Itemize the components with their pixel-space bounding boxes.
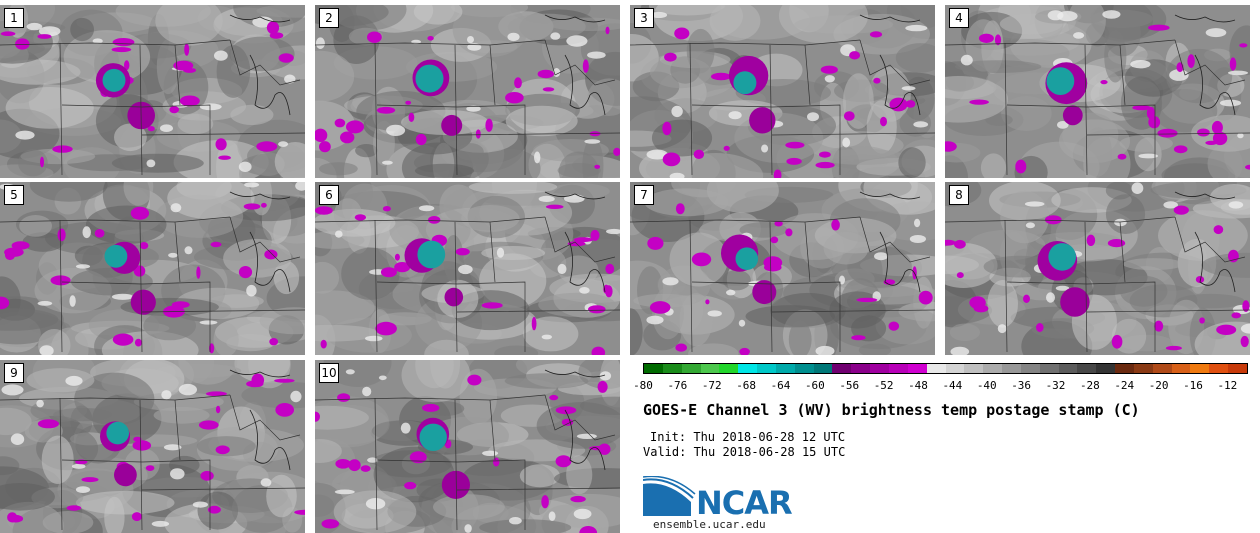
colorbar-swatch (1209, 364, 1229, 373)
panel-number-label: 1 (4, 8, 24, 28)
map-panel-9: 9 (0, 360, 305, 533)
colorbar-swatch (1133, 364, 1153, 373)
colorbar-tick-label: -12 (1217, 379, 1238, 392)
map-panel-3: 3 (630, 5, 935, 178)
colorbar-swatch (888, 364, 908, 373)
colorbar-tick-label: -40 (976, 379, 997, 392)
colorbar-tick-label: -36 (1011, 379, 1032, 392)
colorbar-swatch (926, 364, 946, 373)
colorbar-tick-label: -16 (1183, 379, 1203, 392)
init-time: Init: Thu 2018-06-28 12 UTC (650, 430, 846, 444)
panel-number-label: 2 (319, 8, 339, 28)
colorbar-tick-label: -76 (667, 379, 688, 392)
map-panel-8: 8 (945, 182, 1250, 355)
colorbar-swatch (983, 364, 1003, 373)
colorbar-swatch (1039, 364, 1059, 373)
colorbar-swatch (964, 364, 984, 373)
panel-number-label: 3 (634, 8, 654, 28)
panel-number-label: 10 (319, 363, 339, 383)
colorbar-swatch (700, 364, 720, 373)
colorbar-swatch (738, 364, 758, 373)
colorbar-swatch (644, 364, 663, 373)
map-panel-7: 7 (630, 182, 935, 355)
colorbar-swatch (1058, 364, 1078, 373)
colorbar-swatch (870, 364, 889, 373)
panel-number-label: 8 (949, 185, 969, 205)
colorbar-tick-label: -24 (1114, 379, 1135, 392)
colorbar-tick-label: -44 (942, 379, 963, 392)
colorbar-swatch (832, 364, 852, 373)
map-panel-5: 5 (0, 182, 305, 355)
map-panel-4: 4 (945, 5, 1250, 178)
map-panel-6: 6 (315, 182, 620, 355)
colorbar-tick-label: -20 (1148, 379, 1169, 392)
colorbar-tick-label: -52 (873, 379, 894, 392)
colorbar-tick-label: -80 (633, 379, 653, 392)
panel-number-label: 5 (4, 185, 24, 205)
colorbar-tick-label: -56 (839, 379, 860, 392)
colorbar-tick-label: -64 (770, 379, 791, 392)
colorbar-swatch (775, 364, 795, 373)
colorbar-swatch (1171, 364, 1191, 373)
colorbar (643, 363, 1248, 374)
colorbar-swatch (945, 364, 965, 373)
colorbar-swatch (1115, 364, 1134, 373)
colorbar-swatch (681, 364, 701, 373)
colorbar-tick-label: -32 (1045, 379, 1066, 392)
colorbar-swatch (719, 364, 739, 373)
colorbar-swatch (1190, 364, 1210, 373)
colorbar-swatch (662, 364, 682, 373)
ncar-logo-text: NCAR (696, 484, 793, 522)
colorbar-tick-label: -72 (701, 379, 722, 392)
colorbar-swatch (757, 364, 776, 373)
ncar-logo (643, 476, 696, 516)
colorbar-swatch (1020, 364, 1040, 373)
map-panel-1: 1 (0, 5, 305, 178)
colorbar-swatch (813, 364, 833, 373)
colorbar-swatch (851, 364, 871, 373)
colorbar-swatch (1096, 364, 1116, 373)
valid-time: Valid: Thu 2018-06-28 15 UTC (643, 445, 846, 459)
panel-number-label: 7 (634, 185, 654, 205)
colorbar-swatch (1228, 364, 1247, 373)
colorbar-swatch (1152, 364, 1172, 373)
map-panel-2: 2 (315, 5, 620, 178)
colorbar-swatch (1002, 364, 1021, 373)
colorbar-tick-label: -68 (736, 379, 757, 392)
colorbar-swatch (794, 364, 814, 373)
panel-number-label: 9 (4, 363, 24, 383)
colorbar-tick-label: -28 (1079, 379, 1100, 392)
colorbar-tick-labels: -80 -76 -72 -68 -64 -60 -56 -52 -48 -44 -40 -36 -32-… (633, 379, 1248, 393)
site-url: ensemble.ucar.edu (653, 518, 766, 531)
panel-number-label: 4 (949, 8, 969, 28)
figure-title: GOES-E Channel 3 (WV) brightness temp po… (643, 401, 1140, 419)
colorbar-tick-label: -48 (908, 379, 928, 392)
colorbar-tick-label: -60 (804, 379, 825, 392)
panel-number-label: 6 (319, 185, 339, 205)
colorbar-swatch (1077, 364, 1097, 373)
colorbar-swatch (907, 364, 927, 373)
map-panel-10: 10 (315, 360, 620, 533)
